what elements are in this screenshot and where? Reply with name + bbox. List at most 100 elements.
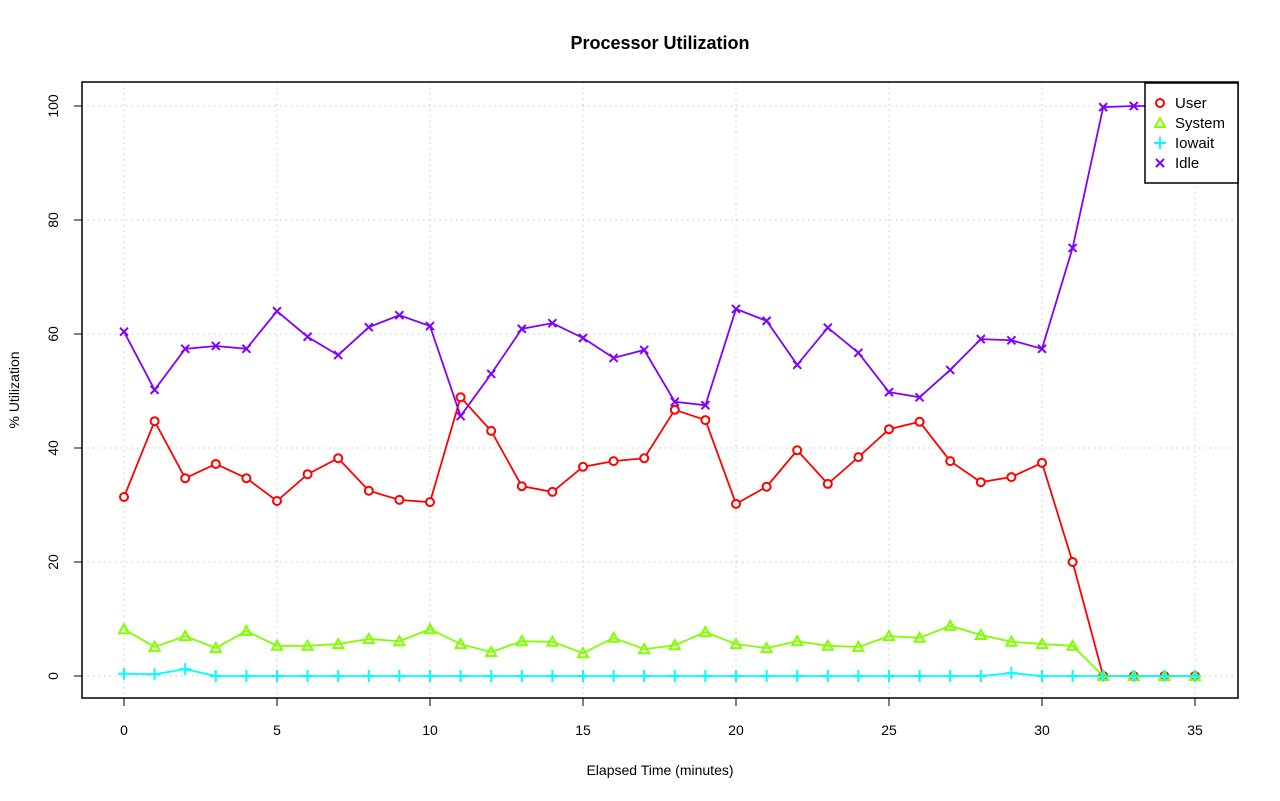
data-point-iowait xyxy=(852,670,865,682)
data-point-system xyxy=(759,641,774,654)
data-point-system xyxy=(821,638,835,651)
data-point-system xyxy=(239,623,254,636)
data-point-idle xyxy=(884,387,894,397)
legend-marker-idle-icon xyxy=(1155,158,1165,168)
data-point-iowait xyxy=(730,670,742,682)
data-point-idle xyxy=(486,369,496,379)
data-point-user xyxy=(945,456,956,467)
data-point-user xyxy=(302,469,313,480)
data-point-user xyxy=(761,481,772,492)
data-point-idle xyxy=(853,348,864,358)
data-point-user xyxy=(241,473,252,484)
data-point-system xyxy=(484,645,498,658)
data-point-system xyxy=(362,631,376,644)
data-point-user xyxy=(792,445,803,456)
data-point-user xyxy=(1006,472,1017,483)
data-point-iowait xyxy=(638,670,651,682)
data-point-iowait xyxy=(699,670,712,682)
data-point-user xyxy=(669,404,680,415)
data-point-system xyxy=(270,638,284,651)
x-axis-label: Elapsed Time (minutes) xyxy=(586,762,733,778)
data-point-iowait xyxy=(332,670,345,682)
data-point-iowait xyxy=(1189,670,1201,682)
data-point-idle xyxy=(455,411,466,421)
data-point-idle xyxy=(1037,344,1047,354)
data-point-idle xyxy=(700,400,711,410)
data-point-idle xyxy=(119,327,129,337)
data-point-iowait xyxy=(1005,667,1018,680)
data-point-iowait xyxy=(1158,670,1171,682)
data-point-idle xyxy=(149,385,160,395)
legend-marker-user-icon xyxy=(1155,98,1165,108)
data-point-idle xyxy=(394,310,405,320)
y-tick-label: 60 xyxy=(45,326,61,342)
data-point-iowait xyxy=(607,670,620,682)
series-line-user xyxy=(123,395,1195,677)
y-tick-label: 100 xyxy=(45,94,61,118)
y-tick-label: 40 xyxy=(45,440,61,456)
data-point-system xyxy=(668,638,682,651)
plot-area-frame xyxy=(81,81,1239,699)
data-point-idle xyxy=(914,392,925,402)
legend-label-user: User xyxy=(1175,95,1207,112)
data-point-idle xyxy=(364,322,374,332)
data-point-iowait xyxy=(240,670,253,682)
data-point-iowait xyxy=(913,670,926,682)
data-point-iowait xyxy=(118,667,130,680)
data-point-system xyxy=(790,634,804,647)
data-point-iowait xyxy=(883,670,895,682)
data-point-user xyxy=(700,415,711,426)
series-line-idle xyxy=(123,105,1195,419)
data-point-iowait xyxy=(944,670,957,682)
series-iowait xyxy=(118,663,1201,682)
data-point-system xyxy=(882,629,896,642)
data-point-idle xyxy=(945,365,955,375)
data-point-system xyxy=(331,637,345,650)
data-point-idle xyxy=(761,316,772,326)
data-point-system xyxy=(698,625,713,638)
y-tick-label: 0 xyxy=(45,672,61,680)
data-point-user xyxy=(455,392,466,403)
x-tick-label: 35 xyxy=(1187,722,1203,738)
x-tick-label: 25 xyxy=(881,722,897,738)
data-point-iowait xyxy=(1127,670,1140,682)
data-point-system xyxy=(974,627,988,640)
data-point-iowait xyxy=(974,670,987,682)
data-point-user xyxy=(210,458,221,469)
x-tick-label: 10 xyxy=(422,722,438,738)
data-point-iowait xyxy=(546,670,559,682)
data-point-iowait xyxy=(1036,670,1048,682)
series-system xyxy=(117,618,1202,681)
data-point-system xyxy=(515,634,529,647)
data-point-user xyxy=(884,424,894,435)
series-idle xyxy=(119,101,1200,421)
x-tick-label: 20 xyxy=(728,722,744,738)
data-point-user xyxy=(363,485,374,496)
data-point-iowait xyxy=(668,670,681,682)
data-point-user xyxy=(394,494,405,505)
data-point-user xyxy=(639,453,650,464)
data-point-user xyxy=(853,452,864,463)
data-point-idle xyxy=(425,321,435,331)
data-point-user xyxy=(516,481,527,492)
data-point-user xyxy=(975,477,986,488)
data-point-idle xyxy=(333,350,343,360)
x-tick-label: 0 xyxy=(120,722,128,738)
data-point-idle xyxy=(639,345,649,355)
data-point-idle xyxy=(1067,243,1078,253)
data-point-idle xyxy=(241,344,252,354)
data-point-iowait xyxy=(362,670,375,682)
x-tick-label: 5 xyxy=(273,722,281,738)
x-tick-label: 15 xyxy=(575,722,591,738)
data-point-iowait xyxy=(485,670,498,682)
data-point-system xyxy=(209,641,223,654)
y-tick-label: 80 xyxy=(45,212,61,228)
data-point-idle xyxy=(1129,101,1139,111)
data-point-system xyxy=(1065,638,1080,651)
data-point-iowait xyxy=(148,668,161,681)
data-point-user xyxy=(486,425,497,436)
data-point-user xyxy=(1037,457,1047,468)
series-user xyxy=(119,392,1200,681)
data-point-iowait xyxy=(424,670,436,682)
data-point-iowait xyxy=(791,670,804,682)
